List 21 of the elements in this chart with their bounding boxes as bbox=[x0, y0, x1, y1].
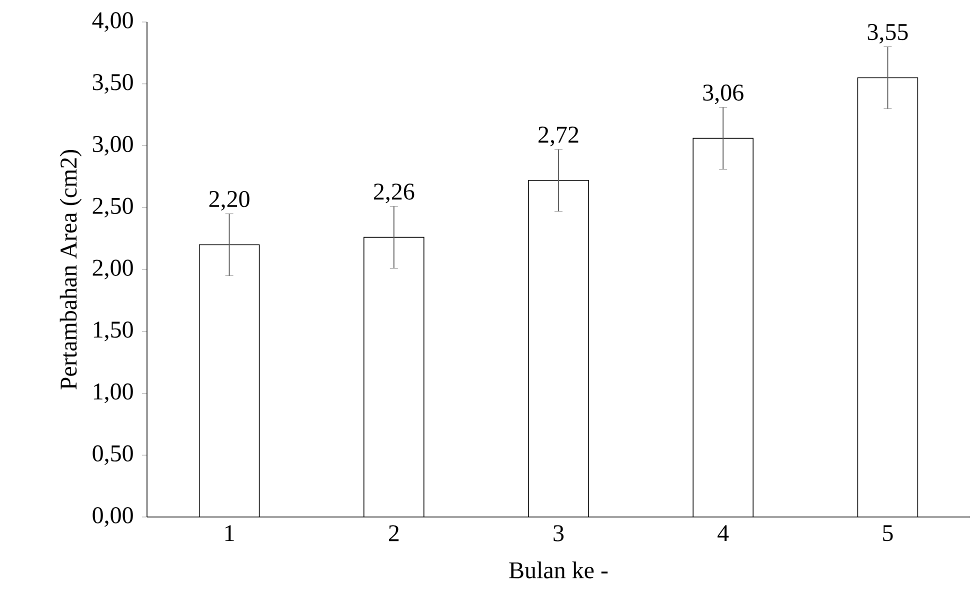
x-tick-label: 1 bbox=[225, 525, 234, 542]
y-tick-label: 1,00 bbox=[94, 383, 133, 404]
x-tick-label: 2 bbox=[388, 525, 399, 542]
y-axis-title: Pertambahan Area (cm2) bbox=[60, 150, 82, 390]
y-tick-label: 3,00 bbox=[92, 136, 133, 156]
data-label: 2,20 bbox=[209, 190, 250, 211]
y-tick-label: 2,50 bbox=[92, 198, 133, 218]
y-tick-label: 2,00 bbox=[92, 260, 133, 280]
x-tick-label: 4 bbox=[718, 525, 729, 541]
x-axis-title: Bulan ke - bbox=[509, 562, 608, 578]
y-tick-label: 3,50 bbox=[92, 74, 133, 94]
y-tick-label: 0,50 bbox=[92, 445, 133, 465]
x-tick-label: 5 bbox=[883, 525, 893, 542]
y-tick-label: 4,00 bbox=[92, 12, 133, 32]
data-label: 3,06 bbox=[703, 84, 744, 104]
data-label: 2,26 bbox=[374, 184, 414, 204]
x-tick-label: 3 bbox=[554, 525, 564, 542]
y-tick-label: 1,50 bbox=[94, 322, 133, 342]
data-label: 3,55 bbox=[868, 24, 908, 44]
data-label: 2,72 bbox=[538, 126, 578, 146]
y-tick-label: 0,00 bbox=[92, 507, 133, 527]
